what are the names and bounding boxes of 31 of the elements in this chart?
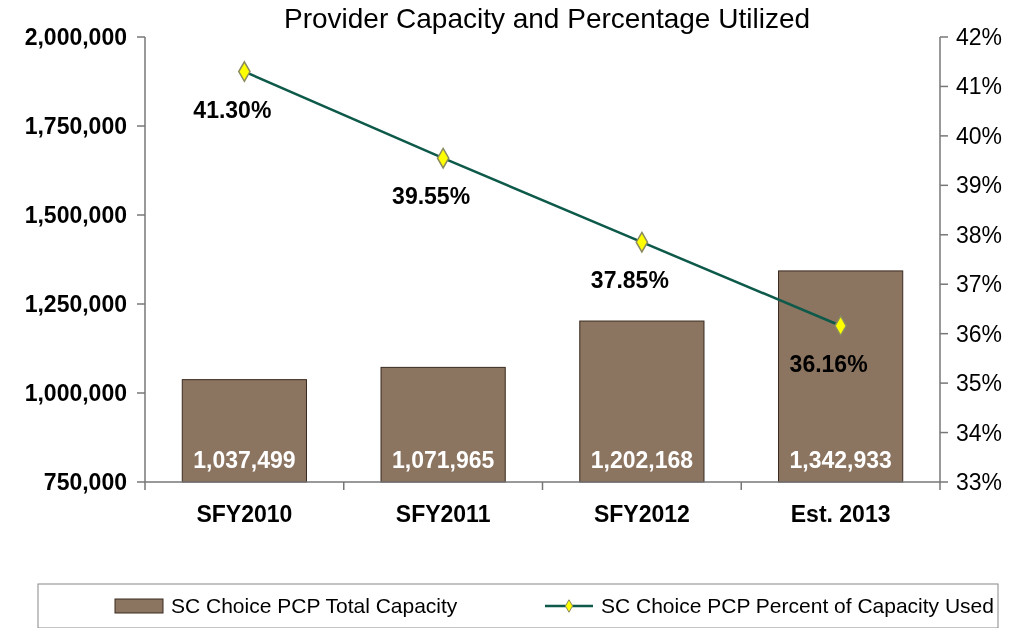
data-label: 1,342,933 <box>789 447 892 473</box>
y2-tick-label: 42% <box>956 24 1003 51</box>
data-label: 1,071,965 <box>391 447 495 473</box>
y-tick-label: 1,500,000 <box>24 202 127 229</box>
data-label: 37.85% <box>590 267 669 294</box>
y-tick-label: 750,000 <box>43 469 127 496</box>
y-tick-label: 1,250,000 <box>24 291 127 318</box>
y2-tick-label: 41% <box>956 73 1003 100</box>
data-label: 1,202,168 <box>590 447 694 473</box>
y2-tick-label: 38% <box>956 221 1003 248</box>
x-tick-label: SFY2012 <box>593 501 690 527</box>
x-tick-label: SFY2010 <box>196 501 293 527</box>
y-tick-label: 1,000,000 <box>24 380 127 407</box>
y2-tick-label: 37% <box>956 271 1003 298</box>
y2-tick-label: 39% <box>956 172 1003 199</box>
y-tick-label: 2,000,000 <box>24 24 127 51</box>
y-tick-label: 1,750,000 <box>24 113 127 140</box>
data-label: 39.55% <box>392 183 471 210</box>
y2-tick-label: 36% <box>956 320 1003 347</box>
y2-tick-label: 35% <box>956 370 1003 397</box>
chart-title: Provider Capacity and Percentage Utilized <box>283 3 811 34</box>
data-label: 41.30% <box>193 96 272 123</box>
y2-tick-label: 33% <box>956 469 1003 496</box>
data-label: 36.16% <box>789 350 868 377</box>
x-tick-label: SFY2011 <box>395 501 491 527</box>
y2-tick-label: 40% <box>956 122 1003 149</box>
legend-label: SC Choice PCP Percent of Capacity Used <box>601 594 994 618</box>
data-label: 1,037,499 <box>193 447 296 473</box>
y2-tick-label: 34% <box>956 419 1003 446</box>
x-tick-label: Est. 2013 <box>790 501 891 527</box>
legend-label: SC Choice PCP Total Capacity <box>171 594 458 618</box>
